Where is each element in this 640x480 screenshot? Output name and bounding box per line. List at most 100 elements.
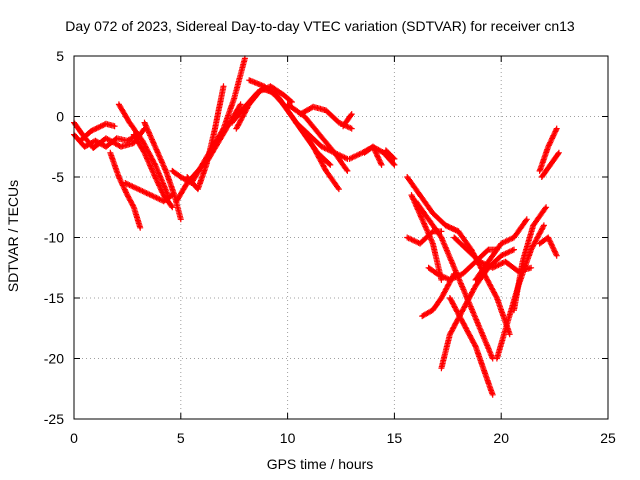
data-point bbox=[299, 113, 302, 116]
data-point bbox=[143, 151, 146, 154]
data-point bbox=[162, 200, 165, 203]
data-point bbox=[320, 145, 323, 148]
series-arc3 bbox=[77, 120, 118, 144]
data-point bbox=[263, 85, 266, 88]
data-point bbox=[239, 103, 242, 106]
data-point bbox=[440, 367, 443, 370]
y-tick-label: 5 bbox=[56, 48, 64, 64]
data-point bbox=[521, 260, 524, 263]
data-point bbox=[141, 139, 144, 142]
data-point bbox=[440, 278, 443, 281]
data-point bbox=[431, 309, 434, 312]
data-point bbox=[132, 133, 135, 136]
data-point bbox=[337, 121, 340, 124]
data-point bbox=[342, 125, 345, 128]
data-point bbox=[461, 309, 464, 312]
data-point bbox=[109, 151, 112, 154]
data-point bbox=[179, 176, 182, 178]
data-point bbox=[453, 236, 456, 239]
data-point bbox=[431, 242, 434, 245]
data-point bbox=[491, 393, 494, 396]
x-tick-label: 0 bbox=[70, 430, 78, 446]
data-point bbox=[540, 176, 543, 178]
data-point bbox=[171, 169, 174, 172]
data-point bbox=[286, 109, 289, 112]
data-point bbox=[504, 260, 507, 263]
x-tick-label: 10 bbox=[280, 430, 296, 446]
data-point bbox=[384, 149, 387, 152]
data-point bbox=[487, 260, 490, 263]
data-point bbox=[303, 115, 306, 118]
series-arc30 bbox=[419, 270, 458, 320]
data-point bbox=[164, 169, 167, 172]
data-point bbox=[513, 236, 516, 239]
data-point bbox=[205, 163, 208, 166]
data-point bbox=[337, 188, 340, 191]
data-point bbox=[115, 137, 118, 140]
data-point bbox=[555, 127, 558, 130]
data-point bbox=[213, 127, 216, 130]
data-point bbox=[171, 206, 174, 209]
data-point bbox=[491, 357, 494, 360]
series-arc5 bbox=[115, 101, 171, 199]
data-point bbox=[393, 157, 396, 160]
data-point bbox=[410, 194, 413, 197]
data-point bbox=[307, 133, 310, 136]
data-point bbox=[126, 139, 129, 142]
data-point bbox=[333, 151, 336, 154]
data-point bbox=[282, 93, 285, 96]
data-point bbox=[231, 121, 234, 124]
data-point bbox=[235, 127, 238, 130]
series-arc4 bbox=[107, 149, 144, 231]
data-point bbox=[290, 100, 293, 103]
data-point bbox=[440, 297, 443, 299]
data-point bbox=[457, 230, 460, 233]
data-point bbox=[506, 321, 509, 324]
series-arc38 bbox=[538, 149, 562, 180]
data-point bbox=[154, 176, 157, 178]
y-tick-label: -20 bbox=[44, 351, 64, 367]
data-point bbox=[421, 218, 424, 221]
data-point bbox=[513, 248, 516, 251]
data-point bbox=[461, 321, 464, 324]
data-point bbox=[419, 242, 422, 245]
x-axis-label: GPS time / hours bbox=[266, 456, 374, 472]
data-point bbox=[525, 218, 528, 221]
data-point bbox=[444, 224, 447, 227]
data-point bbox=[513, 309, 516, 312]
series-arc8 bbox=[122, 180, 176, 205]
data-point bbox=[113, 125, 116, 128]
y-tick-label: -15 bbox=[44, 290, 64, 306]
data-point bbox=[372, 145, 375, 148]
data-point bbox=[175, 200, 178, 203]
series-arc7 bbox=[141, 119, 184, 223]
data-point bbox=[186, 176, 189, 178]
series-arc35 bbox=[511, 204, 550, 314]
data-point bbox=[83, 145, 86, 148]
data-point bbox=[273, 91, 276, 94]
data-point bbox=[139, 226, 142, 229]
series-arc17 bbox=[293, 119, 351, 162]
data-point bbox=[348, 157, 351, 160]
data-point bbox=[105, 137, 108, 140]
data-point bbox=[295, 121, 298, 124]
y-tick-label: -10 bbox=[44, 230, 64, 246]
data-point bbox=[132, 142, 135, 145]
data-point bbox=[483, 369, 486, 372]
data-point bbox=[487, 248, 490, 251]
data-point bbox=[500, 254, 503, 257]
series-arc11 bbox=[184, 83, 227, 193]
series-arc22 bbox=[382, 147, 398, 162]
data-point bbox=[474, 278, 477, 281]
data-point bbox=[461, 272, 464, 275]
data-point bbox=[487, 266, 490, 269]
series-arc21 bbox=[361, 143, 385, 168]
data-point bbox=[547, 236, 550, 239]
data-point bbox=[329, 163, 332, 166]
data-point bbox=[440, 230, 443, 233]
x-tick-label: 15 bbox=[387, 430, 403, 446]
data-point bbox=[500, 242, 503, 245]
data-point bbox=[549, 163, 552, 166]
data-point bbox=[406, 176, 409, 178]
